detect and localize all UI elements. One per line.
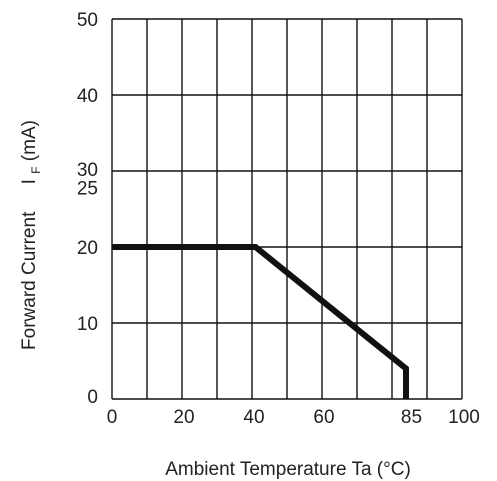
- x-tick-label: 100: [448, 407, 480, 428]
- series-layer: [112, 244, 409, 399]
- x-axis-label: Ambient Temperature Ta (°C): [165, 459, 411, 480]
- x-tick-label: 85: [401, 407, 422, 428]
- svg-text:Forward Current I: Forward Current I F (mA): [19, 120, 45, 350]
- grid: [111, 18, 463, 400]
- y-axis-label-symbol: I: [19, 179, 40, 184]
- y-axis-label-main: Forward Current: [19, 211, 40, 350]
- y-axis-label-subscript: F: [29, 166, 43, 173]
- x-tick-labels: 0 20 40 60 85 100: [107, 407, 480, 428]
- y-axis-label-unit: (mA): [19, 120, 40, 161]
- y-tick-label: 20: [77, 238, 98, 259]
- x-tick-label: 20: [173, 407, 194, 428]
- y-tick-label: 30: [77, 160, 98, 181]
- y-tick-label: 10: [77, 314, 98, 335]
- y-tick-label: 0: [87, 387, 98, 408]
- x-tick-label: 60: [313, 407, 334, 428]
- x-tick-label: 40: [243, 407, 264, 428]
- y-tick-label: 25: [77, 179, 98, 200]
- x-tick-label: 0: [107, 407, 118, 428]
- series-line: [112, 244, 409, 399]
- y-tick-label: 40: [77, 86, 98, 107]
- y-tick-label: 50: [77, 10, 98, 31]
- y-axis-label: Forward Current I F (mA): [19, 120, 45, 350]
